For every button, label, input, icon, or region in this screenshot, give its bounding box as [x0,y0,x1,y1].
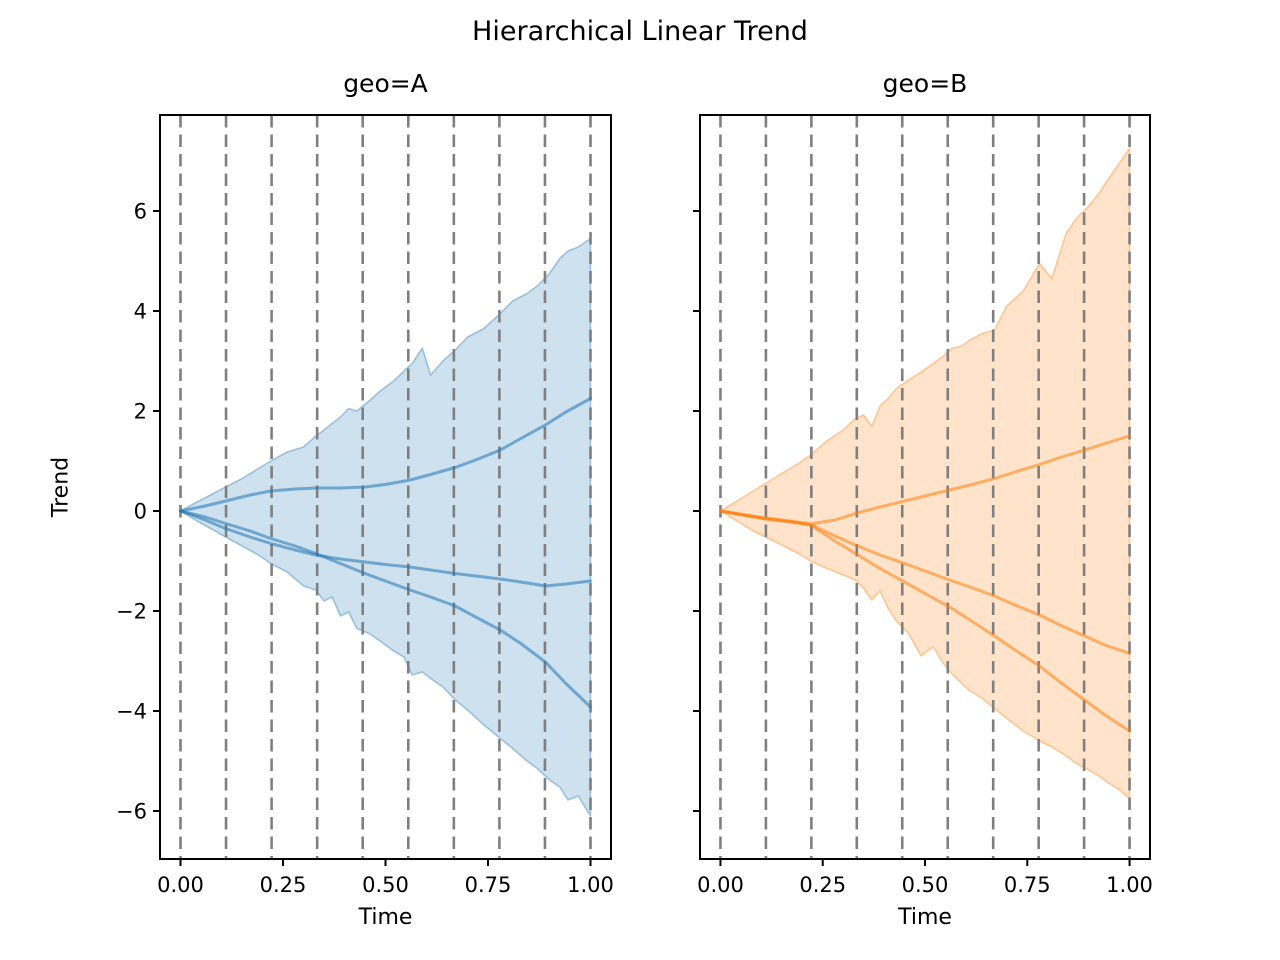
plot-area-geo-a: 0.00 0.25 0.50 0.75 1.00 6 4 2 0 −2 −4 −6 [116,114,614,897]
y-tick-label: 4 [134,300,147,324]
subplot-geo-b: geo=B 0.00 0.25 0.50 0.75 1.00 Time [693,69,1153,930]
posterior-sample-3-line [179,509,592,709]
uncertainty-band [719,147,1131,800]
posterior-sample-2-line [179,509,592,588]
y-tick-label: −4 [116,700,147,724]
plot-area-geo-b: 0.00 0.25 0.50 0.75 1.00 [693,114,1153,897]
x-axis-label-a: Time [358,905,413,930]
y-tick-label: −6 [116,800,147,824]
y-tick-label: 0 [134,500,147,524]
x-tick-label: 0.25 [260,873,307,897]
x-tick-label: 0.75 [1004,873,1051,897]
x-tick-label: 0.25 [799,873,846,897]
y-axis-label: Trend [48,456,74,518]
data-layer [179,115,592,859]
subplot-b-title: geo=B [882,69,968,98]
x-tick-label: 1.00 [567,873,614,897]
x-tick-label: 0.75 [465,873,512,897]
posterior-sample-1-line [179,397,592,513]
x-tick-label: 0.50 [362,873,409,897]
figure-title: Hierarchical Linear Trend [472,16,808,47]
x-tick-label: 0.00 [697,873,744,897]
subplot-geo-a: geo=A 0.00 0.25 0.50 0.75 1.00 6 4 2 0 −2 −4 −6 Tim… [49,69,614,930]
y-tick-label: 2 [134,400,147,424]
posterior-sample-3-line [718,509,1132,733]
x-tick-label: 0.00 [157,873,204,897]
y-tick-label: −2 [116,600,147,624]
x-axis-label-b: Time [898,905,952,930]
x-tick-label: 0.50 [902,873,949,897]
y-tick-label: 6 [134,200,147,224]
data-layer [718,115,1132,859]
x-tick-label: 1.00 [1106,873,1153,897]
subplot-a-title: geo=A [343,69,428,98]
